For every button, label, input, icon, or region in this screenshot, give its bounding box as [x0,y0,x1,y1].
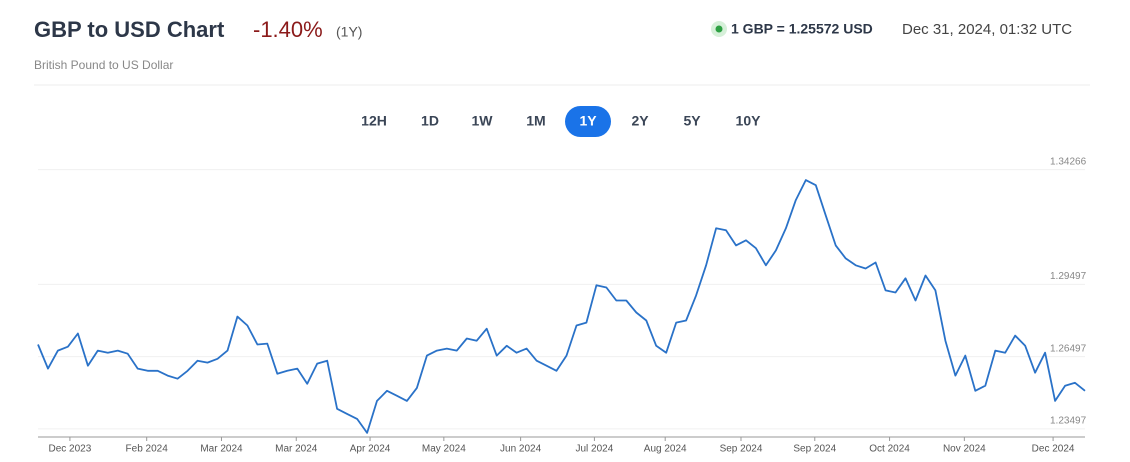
range-button[interactable]: 1M [526,113,545,129]
x-tick-label: Jun 2024 [500,444,542,455]
range-button-bg[interactable] [565,106,611,137]
chart: 1.23497 1.26497 1.29497 1.34266 Dec 2023 Feb … [37,156,1087,455]
range-button-label[interactable]: 2Y [631,113,649,129]
change: -1.40% [253,17,323,42]
y-tick-label: 1.29497 [1050,271,1087,282]
rate: 1 GBP = 1.25572 USD [731,21,873,37]
range-button-label[interactable]: 12H [361,113,387,129]
x-tick-label: Dec 2024 [1032,444,1075,455]
range-button-label[interactable]: 1Y [579,113,597,129]
x-tick-label: Aug 2024 [644,444,687,455]
range-button-label[interactable]: 10Y [736,113,762,129]
price-line [37,179,1086,434]
range-button[interactable]: 12H [361,113,387,129]
range-button[interactable]: 1Y [565,106,611,137]
range-button[interactable]: 2Y [631,113,649,129]
x-tick-label: Mar 2024 [275,444,318,455]
x-tick-label: Feb 2024 [126,444,169,455]
range-button-label[interactable]: 5Y [683,113,701,129]
range-button-label[interactable]: 1M [526,113,545,129]
range-button[interactable]: 5Y [683,113,701,129]
y-tick-label: 1.26497 [1050,343,1087,354]
x-tick-label: Apr 2024 [350,444,391,455]
y-tick-label: 1.34266 [1050,156,1087,167]
period: (1Y) [336,24,362,40]
y-tick-label: 1.23497 [1050,416,1087,427]
range-button-label[interactable]: 1D [421,113,439,129]
x-tick-label: Jul 2024 [575,444,613,455]
range-button[interactable]: 1W [472,113,494,129]
status-dot [715,25,723,33]
range-button[interactable]: 1D [421,113,439,129]
x-tick-label: May 2024 [422,444,466,455]
range-button-label[interactable]: 1W [472,113,494,129]
range-button[interactable]: 10Y [736,113,762,129]
x-tick-label: Sep 2024 [793,444,836,455]
timestamp: Dec 31, 2024, 01:32 UTC [902,21,1072,38]
range-buttons: 12H 1D 1W 1M 1Y 2Y 5Y 10Y [361,106,761,137]
x-tick-label: Dec 2023 [49,444,92,455]
x-tick-label: Oct 2024 [869,444,910,455]
subtitle: British Pound to US Dollar [34,58,173,72]
x-tick-label: Nov 2024 [943,444,986,455]
x-tick-label: Sep 2024 [720,444,763,455]
x-tick-label: Mar 2024 [200,444,243,455]
title: GBP to USD Chart [34,17,225,42]
